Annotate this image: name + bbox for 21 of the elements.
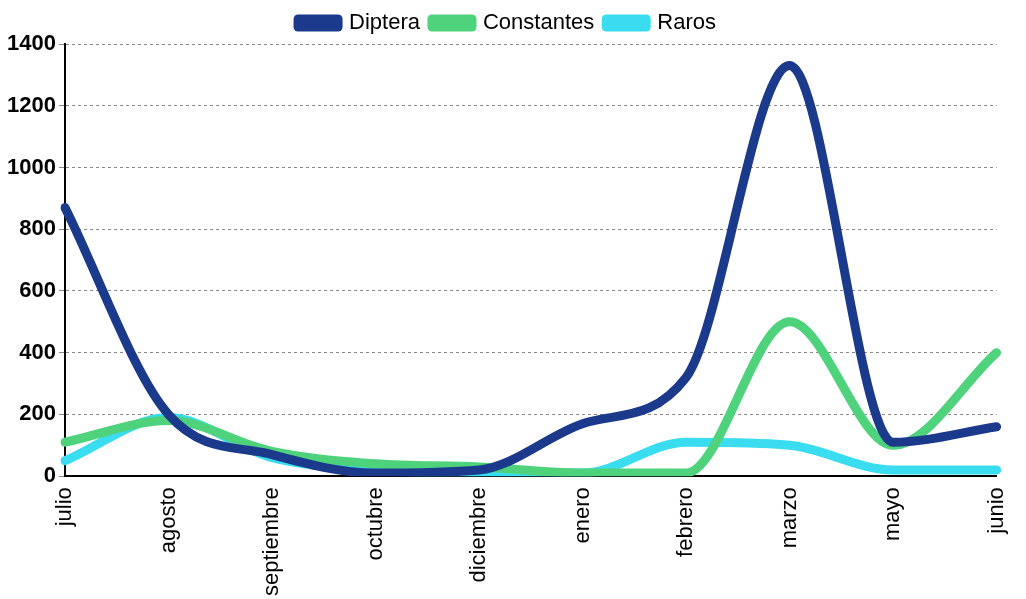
x-tick-label: junio [982,487,1008,535]
x-tick-label: agosto [154,487,180,554]
x-tick-label: octubre [361,487,387,561]
y-tick-label: 1000 [6,153,56,179]
y-tick-label: 800 [19,215,56,241]
legend-label: Raros [657,9,716,35]
y-tick-label: 200 [19,400,56,426]
y-tick-label: 400 [19,338,56,364]
y-tick-label: 600 [19,277,56,303]
x-tick-label: enero [568,487,594,544]
y-tick-label: 1400 [6,30,56,56]
x-tick-label: diciembre [465,487,491,583]
x-tick-label: febrero [672,487,698,557]
x-tick-label: septiembre [258,487,284,597]
legend-label: Constantes [482,9,595,35]
x-tick-label: julio [51,487,76,528]
x-tick-label: mayo [879,487,905,541]
y-tick-label: 0 [43,462,56,488]
y-tick-label: 1200 [6,91,56,117]
legend-label: Diptera [349,9,421,35]
x-tick-label: marzo [775,487,801,549]
